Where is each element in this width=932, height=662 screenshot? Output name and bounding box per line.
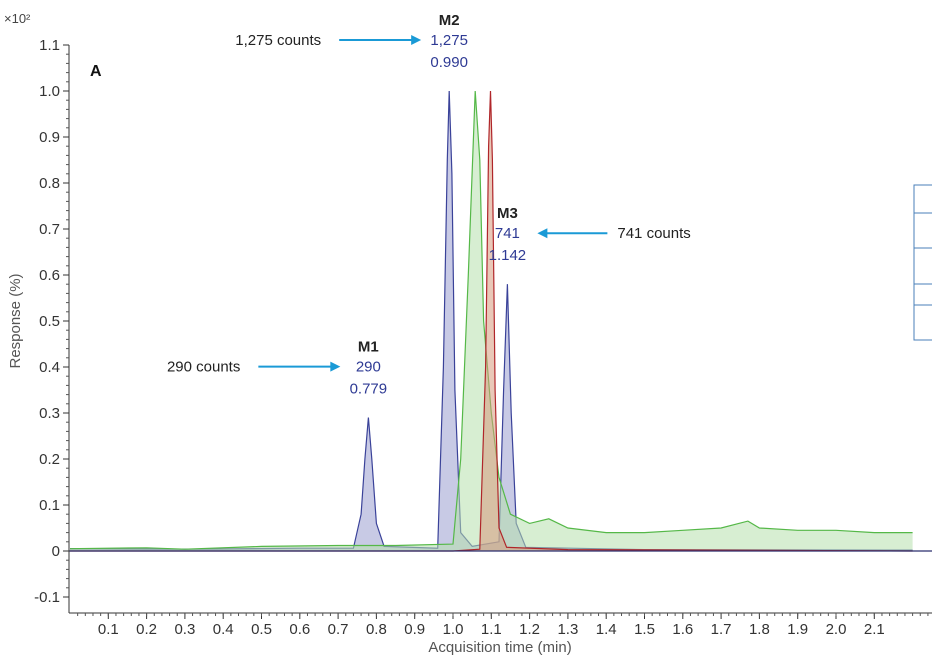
x-tick-label: 0.8 (366, 621, 387, 638)
peak-name-label: M1 (358, 339, 379, 356)
peak-area-label: 290 (356, 359, 381, 376)
x-tick-label: 0.7 (328, 621, 349, 638)
x-tick-label: 1.9 (787, 621, 808, 638)
x-tick-label: 1.6 (672, 621, 693, 638)
x-tick-label: 1.8 (749, 621, 770, 638)
annotation-text: 741 counts (617, 225, 690, 242)
series-2-area (70, 91, 913, 551)
panel-label: A (90, 63, 102, 80)
y-tick-label: 0.8 (39, 175, 60, 192)
x-tick-label: 0.9 (404, 621, 425, 638)
peak-area-label: 1,275 (430, 32, 468, 49)
peak-name-label: M3 (497, 205, 518, 222)
x-tick-label: 1.2 (519, 621, 540, 638)
x-tick-label: 2.1 (864, 621, 885, 638)
x-tick-label: 0.6 (289, 621, 310, 638)
y-tick-label: 1.0 (39, 83, 60, 100)
peak-rt-label: 0.779 (350, 381, 388, 398)
y-tick-label: 0.2 (39, 451, 60, 468)
x-tick-label: 1.3 (557, 621, 578, 638)
y-multiplier: ×10² (4, 11, 31, 26)
x-tick-label: 2.0 (826, 621, 847, 638)
x-tick-label: 0.1 (98, 621, 119, 638)
annotation-arrow-head (537, 228, 548, 239)
y-tick-label: 0.6 (39, 267, 60, 284)
x-tick-label: 1.5 (634, 621, 655, 638)
x-tick-label: 1.1 (481, 621, 502, 638)
x-tick-label: 1.4 (596, 621, 617, 638)
y-tick-label: 0.5 (39, 313, 60, 330)
peak-rt-label: 0.990 (430, 54, 468, 71)
annotation-arrow-head (330, 361, 341, 372)
series-2-line (70, 90, 913, 552)
x-tick-label: 0.2 (136, 621, 157, 638)
annotation-arrow-head (411, 35, 422, 45)
annotation-text: 290 counts (167, 359, 240, 376)
y-tick-label: 0.9 (39, 129, 60, 146)
y-tick-label: 0.3 (39, 405, 60, 422)
x-axis-title: Acquisition time (min) (428, 639, 571, 656)
y-tick-label: 1.1 (39, 37, 60, 54)
y-tick-label: 0.7 (39, 221, 60, 238)
series-1-line (69, 90, 913, 550)
x-tick-label: 0.4 (213, 621, 234, 638)
y-tick-label: 0.1 (39, 497, 60, 514)
annotation-text: 1,275 counts (235, 32, 321, 49)
y-tick-label: 0.4 (39, 359, 60, 376)
x-tick-label: 1.0 (443, 621, 464, 638)
inset-table-fragment (913, 184, 932, 341)
peak-name-label: M2 (439, 12, 460, 29)
y-tick-label: 0 (52, 543, 60, 560)
y-tick-label: -0.1 (34, 589, 60, 606)
x-tick-label: 1.7 (711, 621, 732, 638)
peak-rt-label: 1.142 (489, 247, 527, 264)
peak-area-label: 741 (495, 225, 520, 242)
series-0-line (69, 90, 913, 551)
y-axis-title: Response (%) (7, 273, 24, 368)
x-tick-label: 0.5 (251, 621, 272, 638)
x-tick-label: 0.3 (174, 621, 195, 638)
